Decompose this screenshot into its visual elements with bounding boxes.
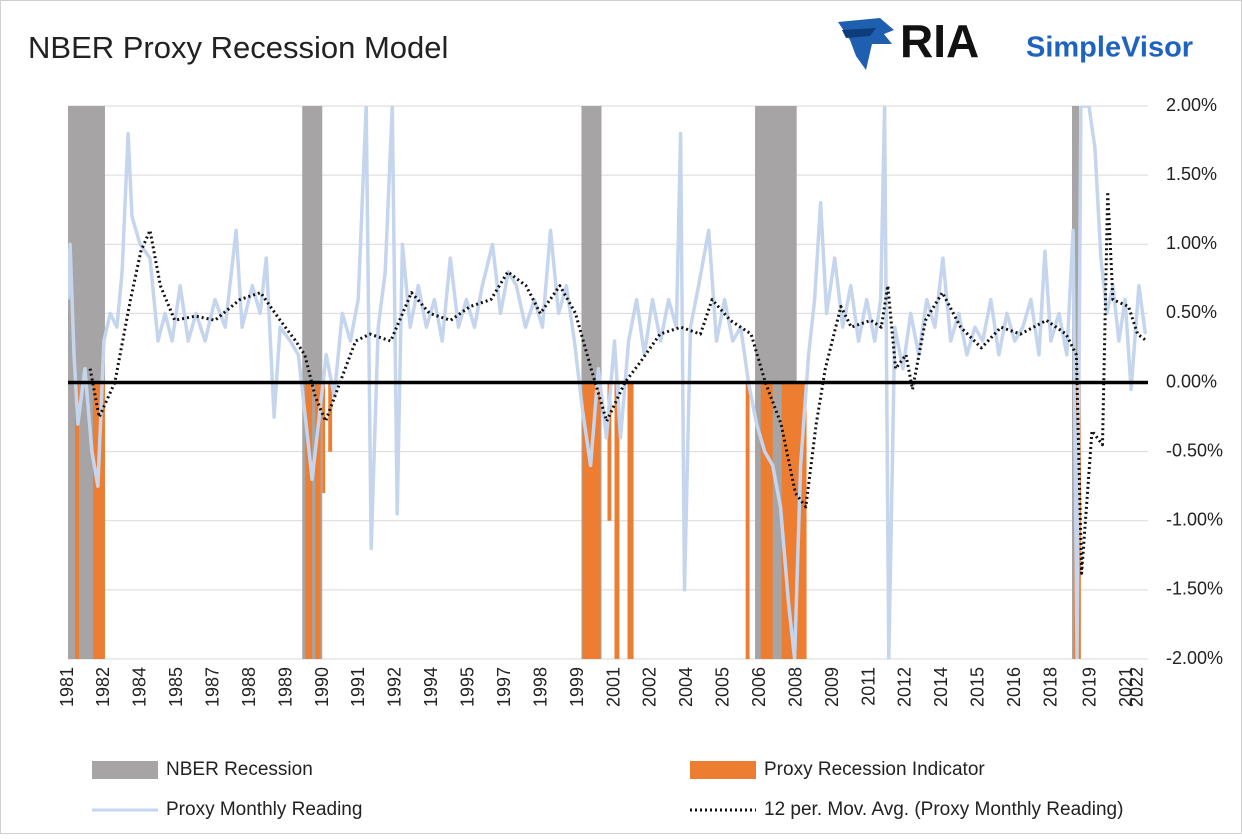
indicator-bar — [75, 382, 79, 659]
x-tick-label: 1995 — [458, 667, 478, 707]
indicator-bar — [760, 382, 773, 659]
legend: NBER Recession Proxy Recession Indicator P… — [92, 759, 1123, 820]
x-tick-label: 2022 — [1126, 667, 1146, 707]
x-tick-label: 2004 — [676, 667, 696, 707]
x-tick-label: 2016 — [1004, 667, 1024, 707]
x-tick-label: 2021 — [1116, 667, 1136, 707]
x-tick-label: 2011 — [858, 667, 878, 706]
legend-label: Proxy Recession Indicator — [764, 759, 985, 780]
x-tick-label: 1988 — [239, 667, 259, 707]
y-tick-label: -1.50% — [1166, 579, 1223, 599]
indicator-bar — [627, 382, 634, 659]
indicator-bar — [92, 382, 105, 659]
proxy-line — [68, 106, 1148, 659]
x-tick-label: 2002 — [640, 667, 660, 707]
x-tick-label: 1985 — [166, 667, 186, 707]
x-tick-label: 2018 — [1040, 667, 1060, 707]
x-tick-label: 1989 — [275, 667, 295, 707]
y-tick-label: 0.00% — [1166, 371, 1217, 391]
x-tick-label: 1984 — [130, 667, 150, 707]
y-tick-label: 1.00% — [1166, 233, 1217, 253]
indicator-bar — [315, 382, 321, 659]
legend-label: Proxy Monthly Reading — [166, 799, 362, 820]
y-tick-label: 2.00% — [1166, 95, 1217, 115]
indicator-bar — [614, 382, 620, 659]
x-tick-label: 2006 — [749, 667, 769, 707]
y-tick-label: -2.00% — [1166, 648, 1223, 668]
legend-swatch — [92, 761, 158, 779]
legend-swatch — [690, 761, 756, 779]
indicator-bar — [328, 382, 333, 452]
x-tick-label: 2005 — [713, 667, 733, 707]
x-tick-label: 1998 — [530, 667, 550, 707]
x-tick-label: 1982 — [93, 667, 113, 707]
x-tick-label: 2012 — [895, 667, 915, 707]
chart-title: NBER Proxy Recession Model — [28, 30, 448, 65]
legend-label: 12 per. Mov. Avg. (Proxy Monthly Reading… — [764, 799, 1123, 820]
x-tick-label: 2008 — [785, 667, 805, 707]
x-tick-label: 1991 — [348, 667, 368, 707]
logo-eagle-wing — [842, 28, 876, 38]
moving-average-line — [88, 190, 1148, 575]
logo: RIA SimpleVisor — [838, 15, 1193, 70]
x-tick-label: 1994 — [421, 667, 441, 707]
indicator-bar — [322, 382, 326, 494]
x-tick-label: 2015 — [968, 667, 988, 707]
x-tick-label: 2019 — [1079, 667, 1099, 707]
y-tick-label: -0.50% — [1166, 440, 1223, 460]
x-tick-label: 1981 — [57, 667, 77, 707]
indicator-bar — [745, 382, 750, 659]
legend-label: NBER Recession — [166, 759, 313, 780]
x-tick-label: 2001 — [603, 667, 623, 707]
y-tick-label: -1.00% — [1166, 510, 1223, 530]
x-tick-label: 1987 — [202, 667, 222, 707]
logo-brand: RIA — [900, 15, 979, 67]
logo-product: SimpleVisor — [1026, 32, 1193, 64]
x-tick-label: 1990 — [312, 667, 332, 707]
x-tick-label: 1992 — [385, 667, 405, 707]
y-tick-label: 0.50% — [1166, 302, 1217, 322]
x-tick-label: 2014 — [931, 667, 951, 707]
y-tick-label: 1.50% — [1166, 164, 1217, 184]
x-tick-label: 2009 — [822, 667, 842, 707]
indicator-bar — [607, 382, 612, 521]
plot-area — [68, 105, 1148, 660]
x-tick-label: 1997 — [494, 667, 514, 707]
x-tick-label: 1999 — [567, 667, 587, 707]
indicator-bar — [305, 382, 313, 659]
